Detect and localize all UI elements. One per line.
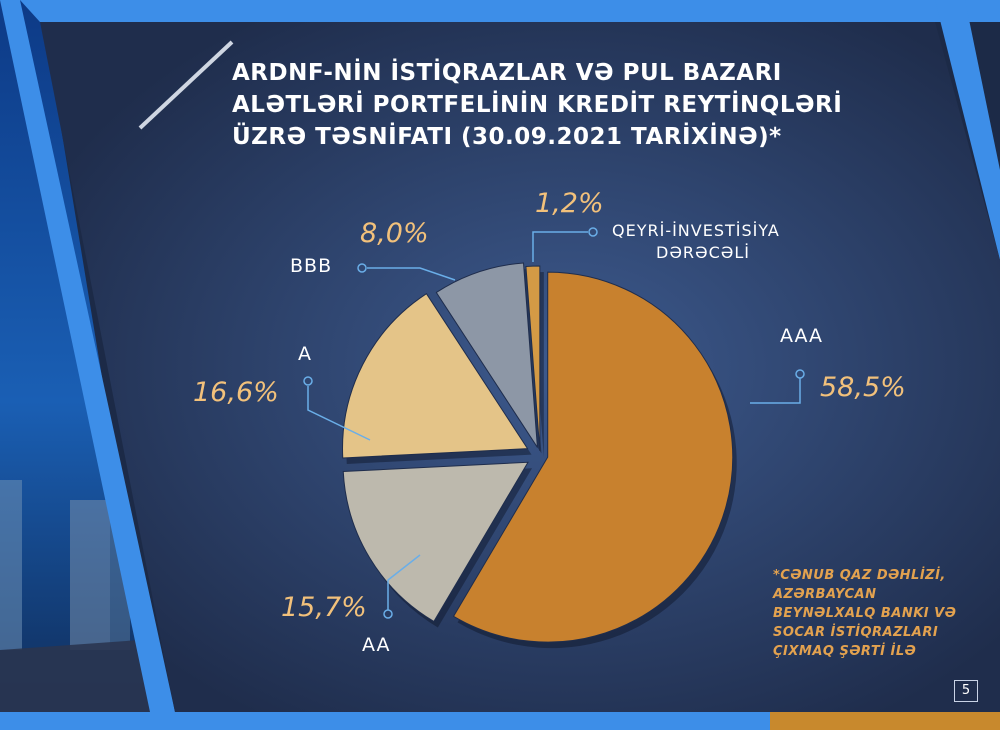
value-a: 16,6% <box>193 377 279 408</box>
label-aaa: AAA <box>780 325 824 347</box>
leader-qeyri-dot <box>588 227 598 237</box>
leader-a <box>307 386 371 441</box>
pie-chart <box>342 262 737 649</box>
slice-qeyri <box>525 265 541 452</box>
frame-left <box>0 0 175 712</box>
leader-aa-dot <box>383 609 393 619</box>
frame-top <box>20 0 1000 22</box>
slice-aaa <box>452 271 734 643</box>
label-qeyri-line-2: DƏRƏCƏLİ <box>656 243 751 262</box>
label-aa: AA <box>362 634 391 656</box>
leader-bbb <box>367 267 456 281</box>
value-aa: 15,7% <box>281 592 367 623</box>
chart-title-line-1: ARDNF-NİN İSTİQRAZLAR VƏ PUL BAZARI <box>232 60 782 86</box>
slice-a <box>342 293 529 459</box>
label-a: A <box>298 343 312 365</box>
title-slash <box>138 40 234 130</box>
leader-lines <box>303 227 805 619</box>
leader-aaa-dot <box>795 369 805 379</box>
page-number: 5 <box>954 680 978 702</box>
footnote-line-3: BEYNƏLXALQ BANKI VƏ <box>773 606 957 621</box>
leader-a-dot <box>303 376 313 386</box>
footnote-line-5: ÇIXMAQ ŞƏRTİ İLƏ <box>773 644 917 659</box>
bottom-bar-blue <box>0 712 770 730</box>
leader-bbb-dot <box>357 263 367 273</box>
bottom-bar-gold <box>770 712 1000 730</box>
footnote-line-4: SOCAR İSTİQRAZLARI <box>773 625 939 640</box>
label-qeyri-line-1: QEYRİ-İNVESTİSİYA <box>612 221 780 240</box>
leader-aa <box>387 554 421 610</box>
leader-qeyri <box>532 231 588 262</box>
value-bbb: 8,0% <box>360 218 429 249</box>
slice-aa <box>342 461 529 623</box>
footnote-line-2: AZƏRBAYCAN <box>773 587 877 602</box>
chart-title-line-3: ÜZRƏ TƏSNİFATI (30.09.2021 TARİXİNƏ)* <box>232 124 782 150</box>
leader-aaa <box>750 378 801 404</box>
value-qeyri: 1,2% <box>535 188 604 219</box>
label-bbb: BBB <box>290 255 333 277</box>
value-aaa: 58,5% <box>820 372 906 403</box>
footnote-line-1: *CƏNUB QAZ DƏHLİZİ, <box>773 568 946 583</box>
slice-bbb <box>435 262 538 448</box>
chart-title-line-2: ALƏTLƏRİ PORTFELİNİN KREDİT REYTİNQLƏRİ <box>232 92 843 118</box>
frame-right <box>935 0 1000 260</box>
